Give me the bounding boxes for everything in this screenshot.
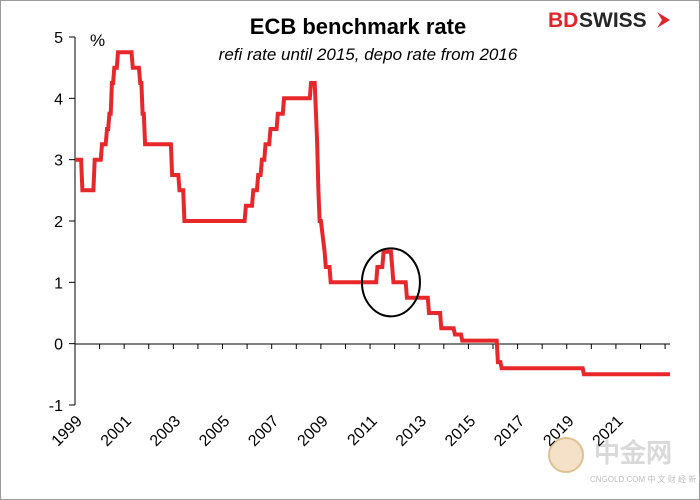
- y-tick-label: 0: [54, 337, 63, 354]
- brand-logo: BD SWISS: [548, 9, 670, 32]
- chart-title: ECB benchmark rate: [250, 14, 466, 39]
- x-tick-label: 2001: [98, 413, 135, 450]
- y-tick-label: 2: [54, 214, 63, 231]
- watermark-title: 中金网: [594, 438, 672, 468]
- highlight-ellipse: [360, 247, 421, 318]
- logo-swiss: SWISS: [579, 9, 647, 32]
- x-axis-ticks: 1999 2001 2003 2005 2007 2009 2011 2013 2015 2017…: [49, 344, 666, 450]
- logo-arrow-icon: [657, 12, 670, 28]
- y-tick-label: 3: [54, 153, 63, 170]
- x-tick-label: 2013: [393, 413, 430, 450]
- series-line: [75, 50, 670, 377]
- x-tick-label: 1999: [49, 413, 86, 450]
- x-tick-label: 2011: [345, 413, 381, 449]
- x-tick-label: 2017: [491, 413, 528, 450]
- series-layer: [75, 50, 670, 377]
- y-tick-label: 5: [54, 30, 63, 47]
- x-tick-label: 2009: [295, 413, 332, 450]
- y-tick-label: 1: [54, 275, 63, 292]
- y-axis-unit: %: [90, 31, 105, 50]
- watermark-caption: CNGOLD.COM 中 文 财 经 新 媒 体: [590, 474, 700, 484]
- y-tick-label: -1: [49, 398, 63, 415]
- chart-subtitle: refi rate until 2015, depo rate from 201…: [219, 45, 518, 64]
- x-tick-label: 2003: [147, 413, 184, 450]
- watermark: 中金网 CNGOLD.COM 中 文 财 经 新 媒 体: [548, 437, 700, 484]
- y-tick-label: 4: [54, 91, 63, 108]
- logo-bd: BD: [548, 9, 578, 32]
- x-tick-label: 2007: [245, 413, 282, 450]
- x-tick-label: 2015: [442, 413, 479, 450]
- annotation-layer: [360, 247, 421, 318]
- x-tick-label: 2005: [196, 413, 233, 450]
- y-axis-ticks: 5 4 3 2 1 0 -1: [49, 30, 75, 415]
- watermark-coin-icon: [548, 437, 584, 473]
